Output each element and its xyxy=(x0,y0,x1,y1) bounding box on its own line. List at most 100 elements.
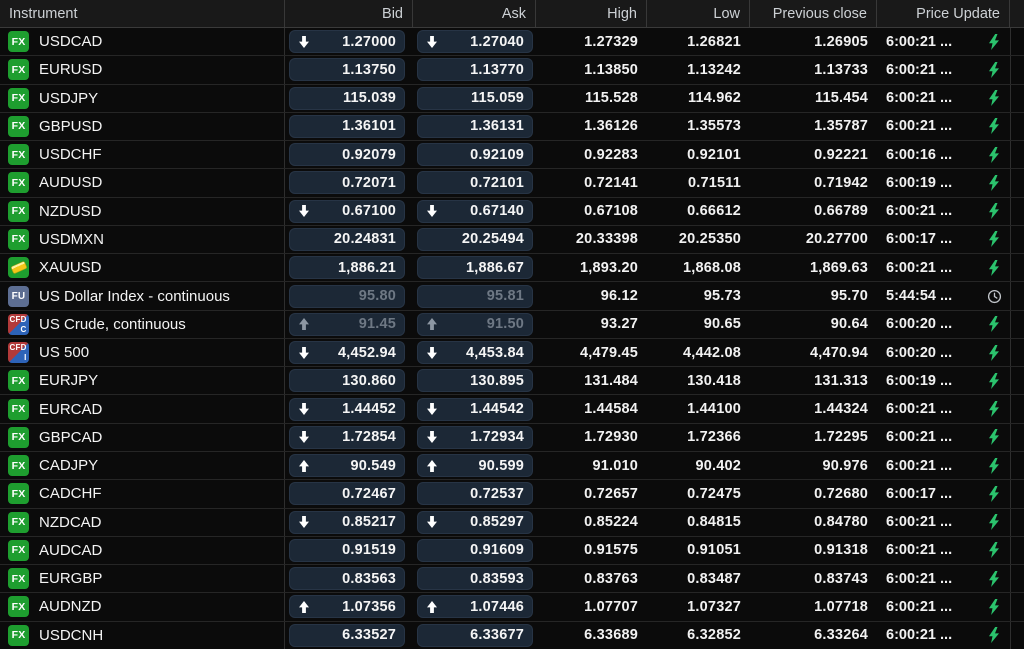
column-header-ask[interactable]: Ask xyxy=(413,0,536,27)
column-header-low[interactable]: Low xyxy=(647,0,750,27)
bid-price-button[interactable]: 1.07356 xyxy=(289,595,405,619)
ask-price-button[interactable]: 0.67140 xyxy=(417,199,533,223)
instrument-cell[interactable]: FX AUDCAD xyxy=(0,536,285,565)
table-row[interactable]: FX USDJPY 115.039 115.059 115.528 114.96… xyxy=(0,84,1024,113)
ask-price-button[interactable]: 1.44542 xyxy=(417,397,533,421)
bid-price-button[interactable]: 0.85217 xyxy=(289,510,405,534)
instrument-cell[interactable]: FX GBPCAD xyxy=(0,423,285,451)
instrument-cell[interactable]: XAUUSD xyxy=(0,254,285,282)
bid-price-button[interactable]: 90.549 xyxy=(289,454,405,478)
column-header-price-update[interactable]: Price Update xyxy=(877,0,1010,27)
instrument-cell[interactable]: FX NZDCAD xyxy=(0,508,285,536)
instrument-cell[interactable]: CFD I US 500 xyxy=(0,338,285,367)
instrument-cell[interactable]: FX CADJPY xyxy=(0,451,285,480)
column-header-instrument[interactable]: Instrument xyxy=(0,0,285,27)
table-row[interactable]: CFD I US 500 4,452.94 4,453.84 4,479.45 4… xyxy=(0,338,1024,368)
bid-price-button[interactable]: 130.860 xyxy=(289,369,405,393)
no-arrow xyxy=(297,487,311,501)
column-header-high[interactable]: High xyxy=(536,0,647,27)
ask-price-button[interactable]: 6.33677 xyxy=(417,623,533,647)
bid-price-button[interactable]: 91.45 xyxy=(289,312,405,336)
bid-price-button[interactable]: 1.44452 xyxy=(289,397,405,421)
ask-cell: 0.92109 xyxy=(413,141,536,168)
ask-price-button[interactable]: 0.72101 xyxy=(417,171,533,195)
ask-price-button[interactable]: 1,886.67 xyxy=(417,256,533,280)
bid-price-button[interactable]: 0.83563 xyxy=(289,567,405,591)
instrument-cell[interactable]: FX CADCHF xyxy=(0,480,285,508)
ask-price-button[interactable]: 130.895 xyxy=(417,369,533,393)
ask-price-button[interactable]: 4,453.84 xyxy=(417,341,533,365)
table-row[interactable]: XAUUSD 1,886.21 1,886.67 1,893.20 1,868.… xyxy=(0,254,1024,283)
table-row[interactable]: FX EURGBP 0.83563 0.83593 0.83763 0.8348… xyxy=(0,565,1024,594)
bid-price-button[interactable]: 0.91519 xyxy=(289,538,405,562)
table-row[interactable]: FX AUDCAD 0.91519 0.91609 0.91575 0.9105… xyxy=(0,536,1024,566)
table-row[interactable]: FX CADCHF 0.72467 0.72537 0.72657 0.7247… xyxy=(0,480,1024,509)
bid-price-button[interactable]: 1.36101 xyxy=(289,114,405,138)
ask-price-button[interactable]: 0.85297 xyxy=(417,510,533,534)
bid-price-button[interactable]: 95.80 xyxy=(289,284,405,308)
column-header-bid[interactable]: Bid xyxy=(285,0,413,27)
table-row[interactable]: FX EURCAD 1.44452 1.44542 1.44584 1.4410… xyxy=(0,395,1024,424)
table-row[interactable]: FX CADJPY 90.549 90.599 91.010 90.402 90… xyxy=(0,451,1024,481)
table-row[interactable]: FX AUDUSD 0.72071 0.72101 0.72141 0.7151… xyxy=(0,169,1024,198)
instrument-cell[interactable]: FX GBPUSD xyxy=(0,112,285,141)
table-row[interactable]: FX EURJPY 130.860 130.895 131.484 130.41… xyxy=(0,367,1024,396)
table-row[interactable]: FX AUDNZD 1.07356 1.07446 1.07707 1.0732… xyxy=(0,593,1024,622)
instrument-cell[interactable]: FX EURJPY xyxy=(0,367,285,395)
bid-price-button[interactable]: 1.72854 xyxy=(289,425,405,449)
table-row[interactable]: FU US Dollar Index - continuous 95.80 95… xyxy=(0,282,1024,311)
instrument-cell[interactable]: FU US Dollar Index - continuous xyxy=(0,282,285,310)
price-update-time: 6:00:21 ... xyxy=(886,542,953,559)
table-row[interactable]: FX GBPUSD 1.36101 1.36131 1.36126 1.3557… xyxy=(0,112,1024,142)
table-row[interactable]: FX GBPCAD 1.72854 1.72934 1.72930 1.7236… xyxy=(0,423,1024,452)
ask-price-button[interactable]: 20.25494 xyxy=(417,227,533,251)
bid-price-button[interactable]: 0.72467 xyxy=(289,482,405,506)
bid-price-button[interactable]: 20.24831 xyxy=(289,227,405,251)
instrument-cell[interactable]: FX USDMXN xyxy=(0,225,285,254)
ask-value: 0.85297 xyxy=(470,514,524,531)
bid-price-button[interactable]: 0.72071 xyxy=(289,171,405,195)
instrument-cell[interactable]: FX USDCNH xyxy=(0,621,285,649)
ask-price-button[interactable]: 95.81 xyxy=(417,284,533,308)
bid-price-button[interactable]: 1.13750 xyxy=(289,58,405,82)
table-row[interactable]: FX USDCAD 1.27000 1.27040 1.27329 1.2682… xyxy=(0,28,1024,57)
column-header-previous-close[interactable]: Previous close xyxy=(750,0,877,27)
bid-price-button[interactable]: 115.039 xyxy=(289,86,405,110)
instrument-cell[interactable]: CFD C US Crude, continuous xyxy=(0,310,285,338)
table-row[interactable]: FX EURUSD 1.13750 1.13770 1.13850 1.1324… xyxy=(0,56,1024,85)
ask-price-button[interactable]: 91.50 xyxy=(417,312,533,336)
instrument-cell[interactable]: FX USDCAD xyxy=(0,28,285,56)
low-value: 1.44100 xyxy=(687,401,741,418)
bid-price-button[interactable]: 1.27000 xyxy=(289,30,405,54)
ask-price-button[interactable]: 0.83593 xyxy=(417,567,533,591)
table-row[interactable]: FX NZDUSD 0.67100 0.67140 0.67108 0.6661… xyxy=(0,197,1024,226)
ask-price-button[interactable]: 1.13770 xyxy=(417,58,533,82)
instrument-cell[interactable]: FX EURGBP xyxy=(0,565,285,593)
bid-price-button[interactable]: 0.67100 xyxy=(289,199,405,223)
ask-price-button[interactable]: 0.72537 xyxy=(417,482,533,506)
instrument-cell[interactable]: FX AUDUSD xyxy=(0,169,285,197)
ask-price-button[interactable]: 1.07446 xyxy=(417,595,533,619)
instrument-cell[interactable]: FX AUDNZD xyxy=(0,593,285,621)
table-row[interactable]: FX USDMXN 20.24831 20.25494 20.33398 20.… xyxy=(0,225,1024,255)
bid-price-button[interactable]: 0.92079 xyxy=(289,143,405,167)
instrument-cell[interactable]: FX EURCAD xyxy=(0,395,285,423)
ask-price-button[interactable]: 1.27040 xyxy=(417,30,533,54)
ask-price-button[interactable]: 0.91609 xyxy=(417,538,533,562)
ask-price-button[interactable]: 90.599 xyxy=(417,454,533,478)
instrument-cell[interactable]: FX USDCHF xyxy=(0,141,285,169)
bid-price-button[interactable]: 1,886.21 xyxy=(289,256,405,280)
instrument-cell[interactable]: FX EURUSD xyxy=(0,56,285,84)
bid-price-button[interactable]: 4,452.94 xyxy=(289,341,405,365)
bid-price-button[interactable]: 6.33527 xyxy=(289,623,405,647)
instrument-cell[interactable]: FX USDJPY xyxy=(0,84,285,112)
table-row[interactable]: FX USDCHF 0.92079 0.92109 0.92283 0.9210… xyxy=(0,141,1024,170)
table-row[interactable]: CFD C US Crude, continuous 91.45 91.50 93… xyxy=(0,310,1024,339)
ask-price-button[interactable]: 115.059 xyxy=(417,86,533,110)
table-row[interactable]: FX USDCNH 6.33527 6.33677 6.33689 6.3285… xyxy=(0,621,1024,649)
ask-price-button[interactable]: 1.72934 xyxy=(417,425,533,449)
ask-price-button[interactable]: 1.36131 xyxy=(417,114,533,138)
table-row[interactable]: FX NZDCAD 0.85217 0.85297 0.85224 0.8481… xyxy=(0,508,1024,537)
instrument-cell[interactable]: FX NZDUSD xyxy=(0,197,285,225)
ask-price-button[interactable]: 0.92109 xyxy=(417,143,533,167)
